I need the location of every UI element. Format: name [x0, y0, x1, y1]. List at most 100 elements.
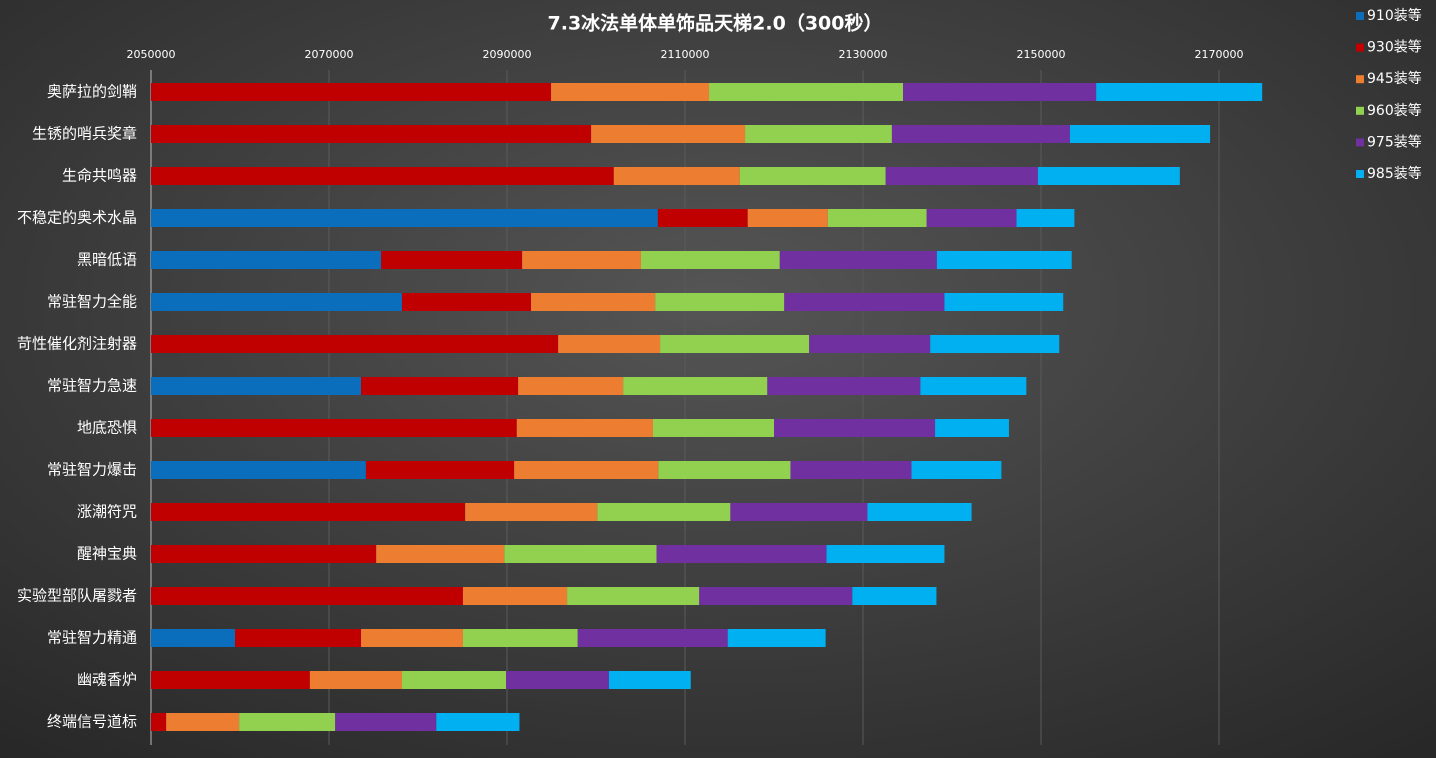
y-tick-label: 苛性催化剂注射器: [17, 335, 137, 353]
bar-segment: [151, 587, 463, 605]
bar-segment: [151, 293, 402, 311]
bar-segment: [774, 419, 936, 437]
bar-segment: [623, 377, 768, 395]
bar-segment: [885, 167, 1038, 185]
bar-segment: [790, 461, 912, 479]
legend-label: 975装等: [1367, 133, 1422, 150]
bar-segment: [727, 629, 826, 647]
bar-segment: [151, 83, 552, 101]
y-tick-label: 幽魂香炉: [77, 671, 137, 689]
bar-segment: [608, 671, 691, 689]
bar-segment: [151, 419, 517, 437]
bar-segment: [784, 293, 945, 311]
bar-segment: [1069, 125, 1211, 143]
y-tick-label: 地底恐惧: [77, 419, 137, 437]
bar-segment: [911, 461, 1002, 479]
bar-segment: [920, 377, 1027, 395]
bar-segment: [597, 503, 731, 521]
legend-label: 985装等: [1367, 165, 1422, 182]
legend-swatch: [1356, 138, 1364, 147]
legend-label: 930装等: [1367, 39, 1422, 56]
bar-segment: [465, 503, 598, 521]
legend-label: 960装等: [1367, 102, 1422, 119]
y-tick-label: 黑暗低语: [77, 251, 137, 269]
y-tick-label: 常驻智力爆击: [47, 461, 137, 479]
legend-label: 945装等: [1367, 70, 1422, 87]
bar-segment: [730, 503, 868, 521]
bar-segment: [504, 545, 657, 563]
legend-swatch: [1356, 75, 1364, 84]
bar-segment: [891, 125, 1070, 143]
bar-segment: [827, 209, 927, 227]
bar-segment: [551, 83, 710, 101]
bar-segment: [935, 419, 1009, 437]
bar-segment: [656, 545, 827, 563]
bar-segment: [436, 713, 520, 731]
bar-segment: [151, 713, 167, 731]
bar-segment: [522, 251, 641, 269]
x-tick-label: 2110000: [661, 48, 710, 61]
bar-segment: [747, 209, 828, 227]
bar-segment: [613, 167, 740, 185]
bar-segment: [151, 461, 366, 479]
bar-segment: [309, 671, 402, 689]
bar-segment: [660, 335, 810, 353]
bar-segment: [516, 419, 653, 437]
chart-title: 7.3冰法单体单饰品天梯2.0（300秒）: [548, 12, 883, 35]
bar-segment: [365, 461, 515, 479]
bar-segment: [151, 503, 466, 521]
bar-segment: [151, 125, 592, 143]
legend-swatch: [1356, 43, 1364, 52]
bar-segment: [779, 251, 937, 269]
bar-segment: [903, 83, 1097, 101]
bar-segment: [867, 503, 972, 521]
bar-segment: [652, 419, 774, 437]
bar-segment: [151, 629, 236, 647]
y-tick-label: 奥萨拉的剑鞘: [47, 83, 137, 101]
bar-segment: [558, 335, 661, 353]
x-tick-label: 2050000: [127, 48, 176, 61]
legend-swatch: [1356, 12, 1364, 20]
bar-segment: [852, 587, 937, 605]
bar-segment: [1037, 167, 1180, 185]
bar-segment: [926, 209, 1017, 227]
y-tick-label: 涨潮符咒: [77, 503, 137, 521]
bar-segment: [577, 629, 728, 647]
y-tick-label: 生命共鸣器: [62, 167, 137, 185]
bar-segment: [151, 377, 362, 395]
x-tick-label: 2070000: [305, 48, 354, 61]
bar-segment: [239, 713, 336, 731]
bar-segment: [166, 713, 240, 731]
y-tick-label: 实验型部队屠戮者: [17, 587, 137, 605]
legend-swatch: [1356, 106, 1364, 115]
bar-segment: [930, 335, 1060, 353]
bar-segment: [739, 167, 886, 185]
bar-segment: [151, 209, 658, 227]
bar-segment: [657, 209, 748, 227]
bar-segment: [235, 629, 362, 647]
x-tick-label: 2170000: [1195, 48, 1244, 61]
bar-segment: [462, 587, 568, 605]
bar-segment: [381, 251, 523, 269]
bar-segment: [151, 545, 377, 563]
bar-segment: [506, 671, 609, 689]
bar-segment: [745, 125, 892, 143]
y-tick-label: 不稳定的奥术水晶: [17, 209, 137, 227]
bar-segment: [640, 251, 780, 269]
legend-swatch: [1356, 170, 1364, 178]
bar-segment: [591, 125, 746, 143]
y-tick-label: 常驻智力全能: [47, 293, 137, 311]
bar-segment: [709, 83, 904, 101]
x-tick-label: 2130000: [839, 48, 888, 61]
bar-segment: [936, 251, 1072, 269]
bar-segment: [809, 335, 931, 353]
bar-segment: [462, 629, 578, 647]
y-tick-label: 醒神宝典: [77, 545, 137, 563]
bar-segment: [655, 293, 785, 311]
bar-segment: [518, 377, 624, 395]
bar-segment: [1016, 209, 1075, 227]
x-tick-label: 2090000: [483, 48, 532, 61]
bar-segment: [151, 251, 382, 269]
bar-segment: [401, 671, 507, 689]
